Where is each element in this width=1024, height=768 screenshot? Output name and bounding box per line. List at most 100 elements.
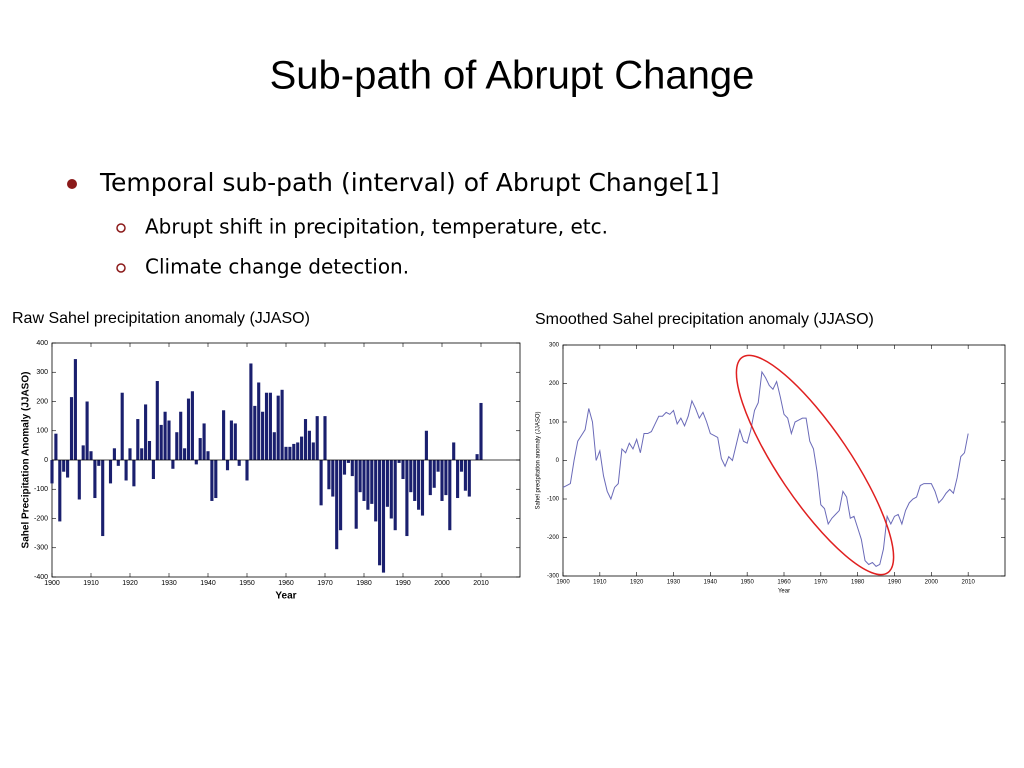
bar <box>175 432 179 460</box>
charts: Raw Sahel precipitation anomaly (JJASO) -… <box>12 310 1006 602</box>
bar <box>89 451 93 460</box>
bar <box>276 395 280 460</box>
y-tick-label: 200 <box>549 381 560 387</box>
y-tick-label: 300 <box>549 343 560 349</box>
bar <box>409 460 413 493</box>
bar <box>179 411 183 460</box>
bar <box>229 420 233 460</box>
bar <box>440 460 444 501</box>
bar <box>108 460 113 484</box>
bar <box>264 392 269 460</box>
y-tick-label: -400 <box>34 574 48 581</box>
y-tick-label: 400 <box>36 340 48 347</box>
bar <box>354 460 358 529</box>
x-tick-label: 2000 <box>434 580 450 587</box>
sub-bullet-dot <box>116 223 126 233</box>
bar <box>452 442 456 460</box>
bar <box>128 448 132 460</box>
bar <box>151 460 155 480</box>
bar <box>202 423 206 460</box>
y-tick-label: 0 <box>556 458 560 464</box>
bullet-dot <box>67 179 77 189</box>
x-tick-label: 1990 <box>888 580 902 586</box>
bar <box>436 460 440 472</box>
bar <box>397 460 401 463</box>
bar <box>140 448 144 460</box>
highlight-ellipse <box>735 354 895 576</box>
y-tick-label: -200 <box>34 515 48 522</box>
bar <box>417 460 421 510</box>
x-axis-label: Year <box>275 591 296 602</box>
x-tick-label: 1930 <box>667 580 681 586</box>
bar <box>73 359 77 460</box>
x-tick-label: 2000 <box>925 580 939 586</box>
bar <box>292 443 296 460</box>
x-tick-label: 2010 <box>473 580 489 587</box>
bar <box>257 382 261 460</box>
line-series <box>562 370 969 567</box>
bar <box>303 419 308 460</box>
bar <box>50 460 54 484</box>
bar <box>186 398 191 460</box>
bar <box>479 402 483 460</box>
bar <box>358 460 362 493</box>
bar <box>97 460 101 466</box>
bar <box>413 460 417 501</box>
bar <box>206 451 210 460</box>
y-tick-label: -200 <box>547 535 560 541</box>
bar <box>190 391 194 460</box>
y-tick-label: 100 <box>36 428 48 435</box>
bar <box>101 460 105 537</box>
bar <box>327 460 331 490</box>
bar <box>444 460 448 496</box>
x-tick-label: 1940 <box>200 580 216 587</box>
bar <box>284 446 288 460</box>
bar <box>378 460 382 566</box>
x-tick-label: 1960 <box>777 580 791 586</box>
bar <box>120 392 124 460</box>
x-tick-label: 1930 <box>161 580 177 587</box>
y-tick-label: 100 <box>549 420 560 426</box>
bar <box>93 460 97 499</box>
bar <box>424 430 428 460</box>
x-tick-label: 1920 <box>122 580 138 587</box>
bar <box>85 401 89 460</box>
bar <box>296 442 300 460</box>
bar <box>171 460 175 469</box>
y-tick-label: -300 <box>547 574 560 580</box>
bullet-text: Temporal sub-path (interval) of Abrupt C… <box>99 168 720 197</box>
x-tick-label: 1950 <box>740 580 754 586</box>
bar <box>58 460 62 522</box>
bar <box>194 460 198 465</box>
bar <box>428 460 432 496</box>
x-tick-label: 1960 <box>278 580 294 587</box>
x-tick-label: 1920 <box>630 580 644 586</box>
x-tick-label: 1980 <box>851 580 865 586</box>
x-tick-label: 1950 <box>239 580 255 587</box>
bar <box>163 411 167 460</box>
bar <box>136 419 140 460</box>
x-tick-label: 1910 <box>83 580 99 587</box>
bar <box>272 432 276 460</box>
bar <box>225 460 230 471</box>
x-tick-label: 2010 <box>961 580 975 586</box>
y-tick-label: 200 <box>36 398 48 405</box>
bar <box>366 460 370 510</box>
y-axis-label: Sahel precipitation anomaly (JJASO) <box>536 411 542 509</box>
bar <box>385 460 389 507</box>
bar <box>233 423 237 460</box>
chart-title: Raw Sahel precipitation anomaly (JJASO) <box>12 310 310 327</box>
bar <box>288 446 292 460</box>
bar <box>159 424 163 460</box>
slide-title: Sub-path of Abrupt Change <box>270 54 755 98</box>
x-tick-label: 1990 <box>395 580 411 587</box>
bar <box>432 460 436 488</box>
bar <box>81 445 85 460</box>
bar <box>222 410 226 460</box>
bar <box>167 420 171 460</box>
bar <box>389 460 393 519</box>
bar <box>381 460 386 573</box>
bar <box>448 460 452 531</box>
sub-bullet-text: Climate change detection. <box>145 255 409 279</box>
y-tick-label: -300 <box>34 545 48 552</box>
